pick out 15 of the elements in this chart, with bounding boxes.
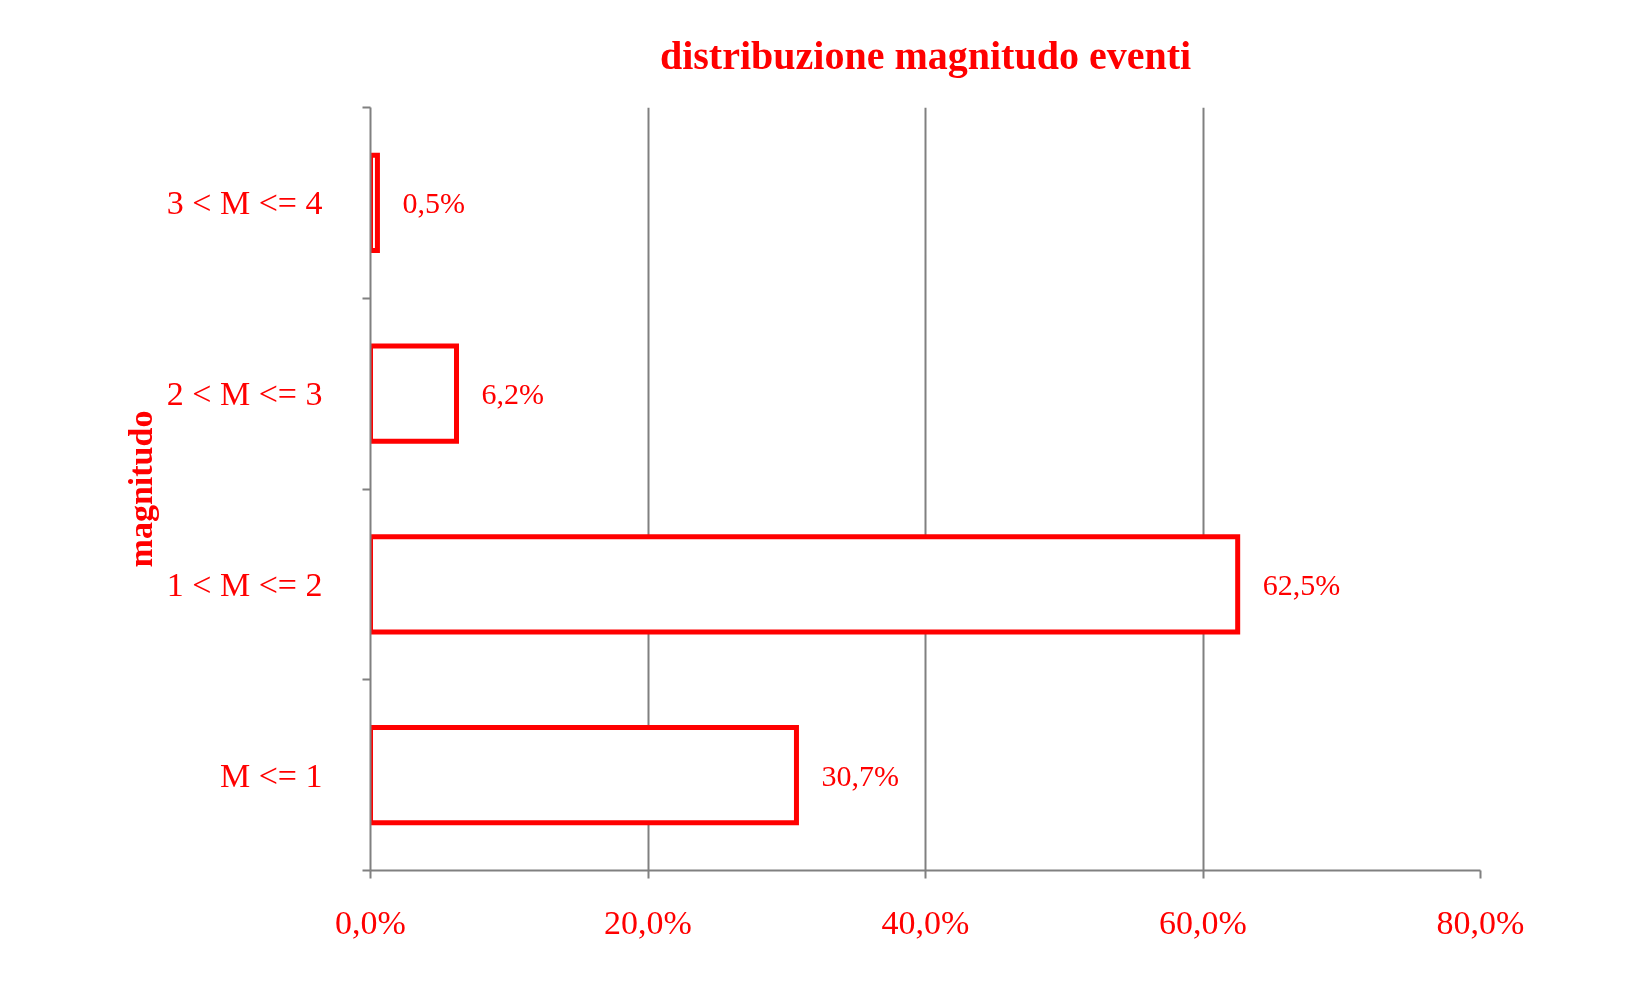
x-tick-label: 20,0% <box>604 903 692 941</box>
data-label: 6,2% <box>481 377 545 411</box>
y-tick-label: 1 < M <= 2 <box>166 565 323 603</box>
data-label: 62,5% <box>1262 567 1341 601</box>
data-label: 0,5% <box>402 186 465 220</box>
y-tick-label: 2 < M <= 3 <box>166 375 323 413</box>
y-axis-title: magnitudo <box>121 410 159 568</box>
x-tick-label: 60,0% <box>1159 903 1247 941</box>
data-label: 30,7% <box>821 758 899 792</box>
y-tick-label: 3 < M <= 4 <box>166 184 323 222</box>
chart-title: distribuzione magnitudo eventi <box>659 32 1192 78</box>
y-tick-label: M <= 1 <box>219 756 323 794</box>
x-tick-label: 40,0% <box>881 903 970 941</box>
x-tick-label: 0,0% <box>335 903 406 941</box>
x-tick-label: 80,0% <box>1436 903 1525 941</box>
